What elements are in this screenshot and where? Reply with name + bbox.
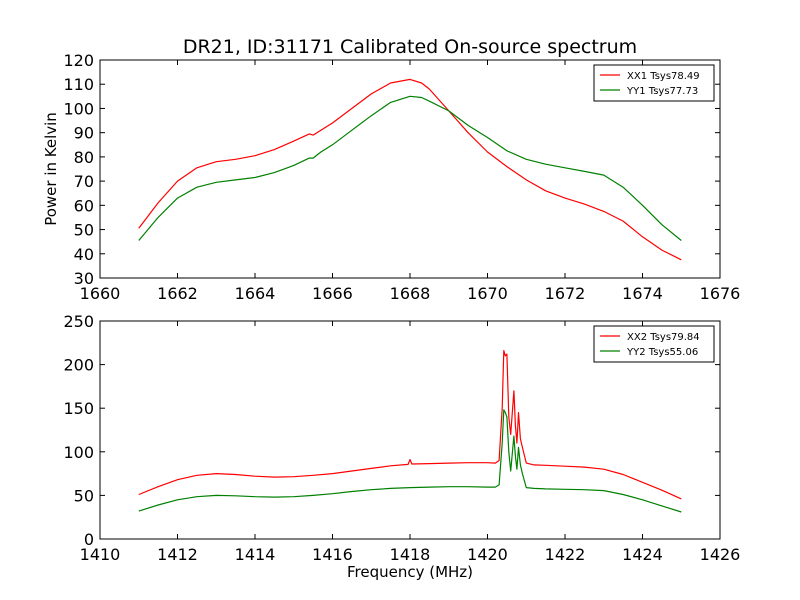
x-tick-label: 1410 — [80, 545, 121, 564]
y-tick-label: 60 — [74, 196, 94, 215]
y-tick-label: 30 — [74, 269, 94, 288]
y-tick-label: 70 — [74, 172, 94, 191]
y-tick-label: 150 — [63, 399, 94, 418]
y-tick-label: 120 — [63, 51, 94, 70]
legend-label: XX2 Tsys79.84 — [627, 332, 700, 343]
legend-label: XX1 Tsys78.49 — [627, 71, 700, 82]
x-tick-label: 1416 — [312, 545, 353, 564]
x-axis-title: Frequency (MHz) — [347, 563, 473, 581]
x-tick-label: 1422 — [545, 545, 586, 564]
y-tick-label: 0 — [84, 530, 94, 549]
x-tick-label: 1424 — [622, 545, 663, 564]
legend: XX1 Tsys78.49 YY1 Tsys77.73 — [593, 64, 715, 102]
series-line-yy1 — [138, 95, 682, 241]
y-tick-label: 50 — [74, 221, 94, 240]
x-tick-label: 1426 — [700, 545, 741, 564]
legend: XX2 Tsys79.84 YY2 Tsys55.06 — [593, 325, 715, 363]
x-tick-label: 1672 — [545, 284, 586, 303]
chart-title: DR21, ID:31171 Calibrated On-source spec… — [183, 36, 637, 58]
y-tick-label: 250 — [63, 312, 94, 331]
y-axis-title: Power in Kelvin — [42, 112, 60, 226]
x-tick-label: 1662 — [157, 284, 198, 303]
panel-1: 1660 1662 1664 1666 1668 1670 1672 1674 1676 30 40… — [42, 51, 740, 303]
legend-box — [593, 325, 715, 363]
x-tick-label: 1414 — [235, 545, 276, 564]
y-tick-label: 80 — [74, 148, 94, 167]
series-line-yy2 — [138, 409, 682, 513]
legend-label: YY2 Tsys55.06 — [626, 347, 698, 358]
y-tick-label: 100 — [63, 99, 94, 118]
x-tick-label: 1670 — [467, 284, 508, 303]
panel-2: 1410 1412 1414 1416 1418 1420 1422 1424 1426 0 50 1… — [63, 312, 740, 581]
y-tick-label: 40 — [74, 245, 94, 264]
series-line-xx2 — [138, 350, 682, 500]
series-line-xx1 — [138, 78, 682, 261]
x-tick-label: 1668 — [390, 284, 431, 303]
plot-frame — [99, 320, 721, 540]
legend-label: YY1 Tsys77.73 — [626, 86, 698, 97]
plots: 1660 1662 1664 1666 1668 1670 1672 1674 1676 30 40… — [42, 51, 740, 581]
y-tick-label: 100 — [63, 443, 94, 462]
x-tick-label: 1664 — [235, 284, 276, 303]
x-tick-label: 1412 — [157, 545, 198, 564]
y-tick-label: 200 — [63, 356, 94, 375]
plot-frame — [99, 59, 721, 279]
x-tick-label: 1666 — [312, 284, 353, 303]
legend-box — [593, 64, 715, 102]
x-tick-label: 1418 — [390, 545, 431, 564]
x-tick-label: 1676 — [700, 284, 741, 303]
x-tick-label: 1660 — [80, 284, 121, 303]
y-tick-label: 90 — [74, 124, 94, 143]
x-tick-label: 1674 — [622, 284, 663, 303]
x-tick-label: 1420 — [467, 545, 508, 564]
y-tick-label: 110 — [63, 75, 94, 94]
y-tick-label: 50 — [74, 486, 94, 505]
